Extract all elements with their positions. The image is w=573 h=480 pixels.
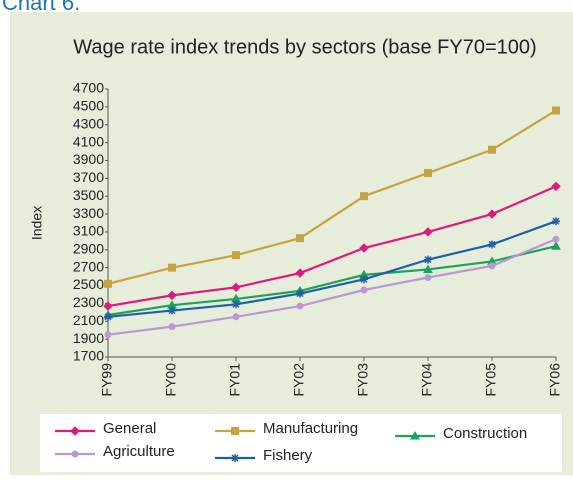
marker <box>231 282 241 293</box>
marker <box>168 263 176 272</box>
y-tick-label: 2500 <box>73 276 104 292</box>
marker <box>360 286 368 294</box>
legend-label: Construction <box>443 425 527 442</box>
legend-label: Agriculture <box>103 443 175 460</box>
marker <box>488 262 496 270</box>
x-tick-label: FY03 <box>355 363 371 397</box>
x-tick-label: FY02 <box>291 363 307 397</box>
y-tick-label: 3100 <box>73 223 104 239</box>
marker <box>231 427 239 435</box>
caption: Chart 6. <box>2 0 80 15</box>
marker <box>232 313 240 321</box>
y-tick-label: 2300 <box>73 294 104 310</box>
chart-title: Wage rate index trends by sectors (base … <box>73 36 536 58</box>
y-tick-label: 4100 <box>73 133 104 149</box>
marker <box>104 279 112 288</box>
y-tick-label: 4700 <box>73 80 104 96</box>
marker <box>423 227 433 237</box>
series-line <box>107 109 557 285</box>
y-tick-label: 2700 <box>73 258 104 274</box>
marker <box>488 145 496 154</box>
y-tick-label: 3500 <box>73 187 104 203</box>
y-tick-label: 2900 <box>73 241 104 257</box>
marker <box>424 255 432 264</box>
marker <box>232 300 240 309</box>
marker <box>552 235 560 243</box>
marker <box>295 268 305 278</box>
legend-label: Fishery <box>263 447 313 464</box>
series-line <box>107 220 557 318</box>
y-tick-label: 4300 <box>73 115 104 131</box>
marker <box>104 331 112 339</box>
y-tick-label: 1900 <box>73 330 104 346</box>
marker <box>487 209 497 219</box>
x-tick-label: FY00 <box>163 363 179 397</box>
marker <box>71 450 79 458</box>
y-axis-label: Index <box>29 206 45 240</box>
marker <box>552 217 560 226</box>
marker <box>552 106 560 115</box>
marker <box>488 240 496 249</box>
marker <box>424 168 432 177</box>
marker <box>168 306 176 315</box>
y-tick-label: 3900 <box>73 151 104 167</box>
marker <box>167 290 177 301</box>
legend-label: Manufacturing <box>263 420 358 437</box>
marker <box>360 192 368 201</box>
x-tick-label: FY05 <box>483 363 499 397</box>
x-tick-label: FY01 <box>227 363 243 397</box>
x-tick-label: FY99 <box>99 363 115 397</box>
marker <box>168 323 176 331</box>
marker <box>231 454 239 462</box>
x-tick-label: FY06 <box>547 363 563 397</box>
marker <box>296 289 304 298</box>
y-tick-label: 4500 <box>73 98 104 114</box>
marker <box>424 273 432 281</box>
legend-box <box>40 414 562 472</box>
marker <box>104 312 112 321</box>
marker <box>360 275 368 284</box>
marker <box>551 241 561 250</box>
marker <box>359 243 369 253</box>
y-tick-label: 3700 <box>73 169 104 185</box>
y-tick-label: 1700 <box>73 348 104 364</box>
marker <box>296 234 304 243</box>
y-tick-label: 3300 <box>73 205 104 221</box>
marker <box>551 181 561 192</box>
marker <box>232 251 240 260</box>
series-line <box>107 238 557 336</box>
chart-bg <box>10 12 573 475</box>
series-line <box>107 185 557 308</box>
series-line <box>107 245 557 317</box>
x-tick-label: FY04 <box>419 363 435 397</box>
y-tick-label: 2100 <box>73 312 104 328</box>
marker <box>70 426 80 436</box>
legend-label: General <box>103 420 156 437</box>
marker <box>410 430 420 440</box>
marker <box>296 302 304 310</box>
marker <box>423 264 433 273</box>
